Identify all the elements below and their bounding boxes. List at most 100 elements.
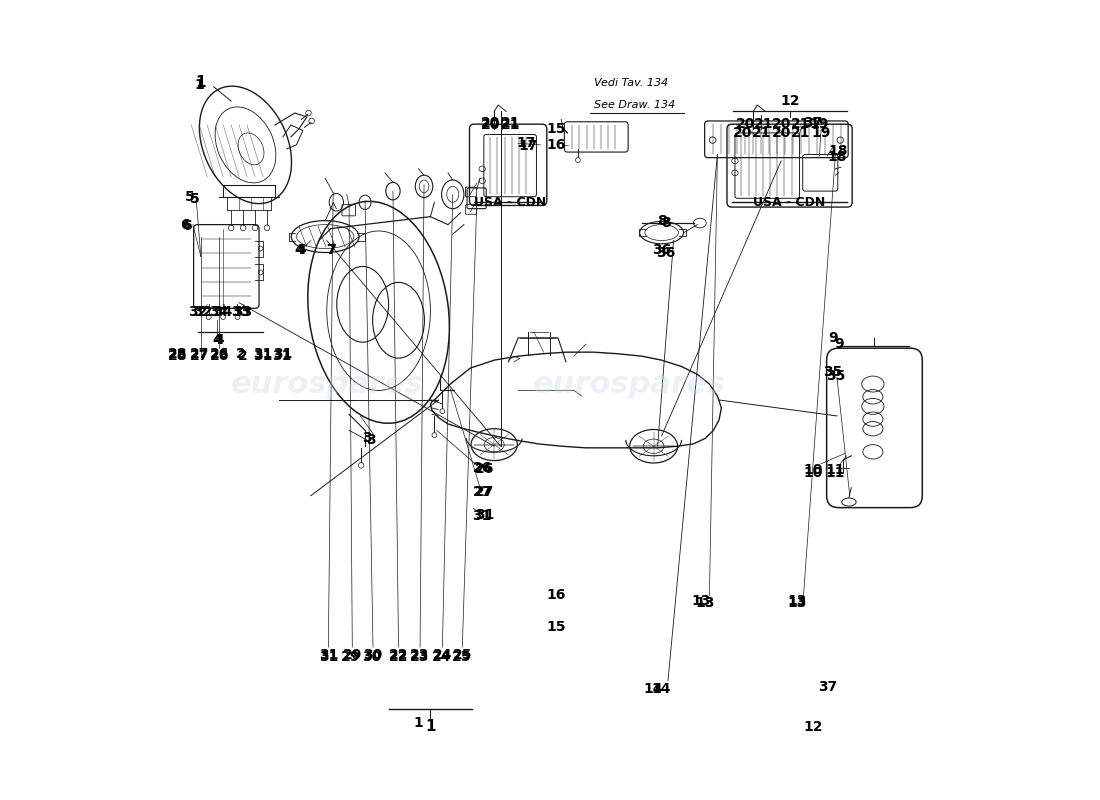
Text: 15: 15 [547, 620, 567, 634]
Text: 9: 9 [834, 337, 844, 351]
Text: eurospares: eurospares [230, 370, 424, 398]
Text: 16: 16 [547, 138, 567, 152]
Text: 27: 27 [475, 486, 494, 499]
Text: 25: 25 [452, 650, 471, 664]
Text: 20: 20 [736, 117, 755, 131]
Text: 22: 22 [388, 650, 408, 664]
Text: 34: 34 [213, 306, 233, 319]
Text: 4: 4 [296, 243, 306, 257]
Text: 12: 12 [803, 720, 823, 734]
Text: 30: 30 [362, 650, 381, 664]
Text: 33: 33 [231, 306, 251, 319]
Text: 5: 5 [185, 190, 195, 204]
Text: 2: 2 [235, 346, 245, 361]
Text: 21: 21 [500, 118, 520, 132]
Text: 14: 14 [644, 682, 663, 695]
Text: 37: 37 [817, 680, 837, 694]
Text: 24: 24 [432, 650, 451, 664]
Text: 28: 28 [168, 346, 187, 361]
Text: 25: 25 [452, 648, 472, 662]
Text: USA - CDN: USA - CDN [754, 196, 825, 209]
Text: 11: 11 [826, 463, 845, 477]
Text: 31: 31 [473, 509, 492, 522]
Text: 37: 37 [803, 115, 823, 130]
Text: 7: 7 [326, 243, 336, 257]
Text: 1: 1 [414, 716, 424, 730]
Text: 31: 31 [319, 650, 338, 664]
Text: 2: 2 [239, 349, 248, 363]
Text: 18: 18 [828, 144, 848, 158]
Text: 35: 35 [823, 365, 843, 379]
Text: 14: 14 [652, 682, 671, 695]
Text: 31: 31 [319, 648, 338, 662]
Text: 27: 27 [473, 485, 492, 498]
Text: 6: 6 [183, 219, 192, 234]
Text: 26: 26 [209, 346, 229, 361]
Text: 11: 11 [826, 466, 845, 480]
Text: 10: 10 [803, 466, 823, 480]
Text: 31: 31 [272, 349, 292, 363]
Text: 21: 21 [751, 126, 771, 140]
Text: 19: 19 [810, 117, 829, 131]
Text: 30: 30 [363, 648, 383, 662]
Text: 22: 22 [388, 648, 408, 662]
Text: 29: 29 [341, 650, 361, 664]
Text: 18: 18 [827, 150, 847, 164]
Text: 1: 1 [195, 78, 205, 92]
Text: Vedi Tav. 134: Vedi Tav. 134 [594, 78, 668, 88]
Text: 31: 31 [475, 508, 494, 522]
Text: 23: 23 [410, 648, 430, 662]
Text: 9: 9 [828, 331, 838, 345]
Text: 4: 4 [214, 334, 224, 347]
Text: 20: 20 [771, 126, 791, 140]
Text: 13: 13 [696, 596, 715, 610]
Text: 12: 12 [780, 94, 800, 108]
Text: 26: 26 [473, 461, 492, 474]
Text: 8: 8 [657, 214, 667, 228]
Text: 31: 31 [253, 346, 273, 361]
Text: eurospares: eurospares [534, 370, 726, 398]
Text: 31: 31 [253, 349, 273, 363]
Text: 34: 34 [209, 306, 229, 319]
Text: 17: 17 [516, 136, 536, 150]
Text: 26: 26 [475, 462, 494, 476]
Text: 20: 20 [771, 117, 791, 131]
Text: 15: 15 [547, 122, 567, 136]
Text: 23: 23 [410, 650, 430, 664]
Text: 6: 6 [180, 218, 189, 232]
Text: 20: 20 [734, 126, 752, 140]
Text: 21: 21 [754, 117, 773, 131]
Text: 10: 10 [803, 463, 823, 477]
Text: 32: 32 [188, 306, 207, 319]
Text: 28: 28 [168, 349, 187, 363]
Text: 29: 29 [342, 648, 362, 662]
Text: 20: 20 [481, 115, 499, 130]
Text: 24: 24 [432, 648, 452, 662]
Text: 27: 27 [189, 346, 209, 361]
Text: 33: 33 [233, 306, 253, 319]
Text: 26: 26 [209, 349, 229, 363]
Text: 1: 1 [196, 75, 206, 90]
Text: 7: 7 [326, 243, 336, 257]
Text: 20: 20 [481, 118, 499, 132]
Text: 21: 21 [500, 115, 520, 130]
Text: See Draw. 134: See Draw. 134 [594, 100, 675, 110]
Text: 36: 36 [656, 246, 675, 259]
Text: 17: 17 [518, 139, 538, 154]
Text: 1: 1 [426, 719, 436, 734]
Text: 31: 31 [273, 346, 293, 361]
Text: 32: 32 [194, 306, 213, 319]
Text: 13: 13 [788, 596, 806, 610]
Text: 16: 16 [547, 588, 567, 602]
Text: 3: 3 [366, 433, 375, 447]
Text: 8: 8 [661, 216, 671, 230]
Text: 27: 27 [189, 349, 209, 363]
Text: 13: 13 [692, 594, 712, 608]
Text: 4: 4 [294, 243, 304, 257]
Text: 5: 5 [190, 192, 200, 206]
Text: 19: 19 [812, 126, 830, 140]
Text: USA - CDN: USA - CDN [474, 196, 547, 209]
Text: 21: 21 [791, 126, 811, 140]
Text: 3: 3 [362, 431, 372, 446]
Text: 21: 21 [791, 117, 810, 131]
